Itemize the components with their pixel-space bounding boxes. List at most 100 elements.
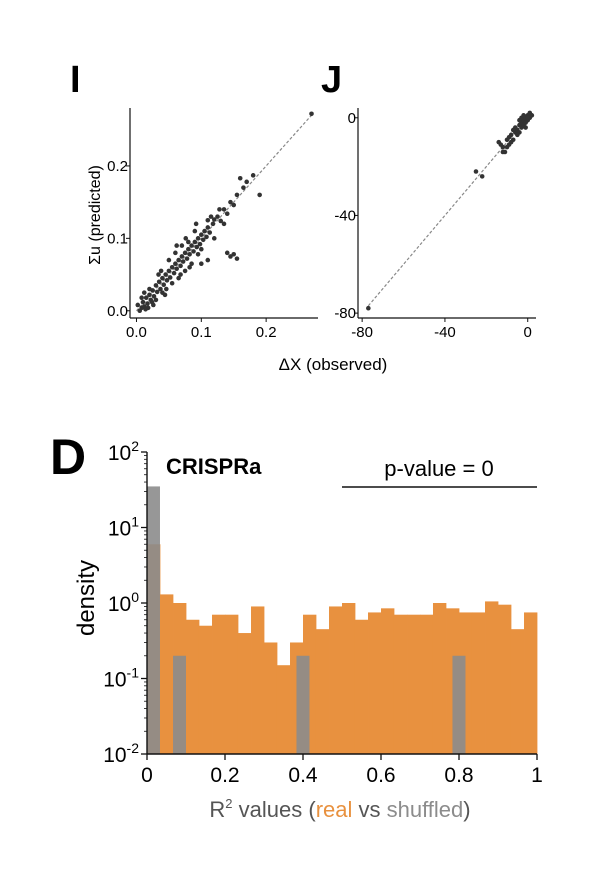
data-point bbox=[186, 239, 191, 245]
x-tick-label: 0.2 bbox=[256, 324, 277, 341]
data-point bbox=[192, 239, 198, 245]
data-point bbox=[221, 207, 227, 212]
histogram-bar-real bbox=[315, 629, 330, 754]
histogram-bar-real bbox=[381, 608, 395, 754]
data-point bbox=[154, 289, 160, 295]
data-point bbox=[205, 257, 211, 263]
histogram-bar-real bbox=[198, 625, 213, 754]
data-point bbox=[169, 265, 175, 270]
data-point bbox=[156, 279, 162, 285]
panel-d-histogram: 0 0.2 0.4 0.6 0.8 1 102 101 100 10-1 10-2 density bbox=[73, 438, 543, 787]
data-point bbox=[508, 139, 514, 145]
panel-i-label: I bbox=[70, 59, 81, 101]
panel-i-scatter: 0.0 0.1 0.20.00.10.2Σu (predicted) bbox=[87, 108, 318, 341]
data-point bbox=[163, 272, 168, 277]
data-point bbox=[153, 297, 159, 303]
data-point bbox=[529, 113, 535, 118]
data-point bbox=[189, 261, 194, 266]
data-point bbox=[169, 280, 175, 286]
x-tick-label: 0 bbox=[141, 764, 153, 787]
data-point bbox=[139, 295, 144, 301]
data-point bbox=[228, 254, 233, 259]
data-point bbox=[244, 179, 249, 185]
data-point bbox=[506, 135, 512, 140]
histogram-bar-real bbox=[498, 604, 512, 754]
histogram-bar-real bbox=[237, 633, 252, 754]
data-point bbox=[187, 265, 192, 270]
data-point bbox=[153, 283, 159, 288]
data-point bbox=[192, 228, 198, 234]
histogram-bar-shuffled bbox=[147, 486, 160, 754]
data-point bbox=[521, 113, 526, 118]
data-point bbox=[178, 263, 183, 269]
histogram-bar-real bbox=[354, 619, 369, 754]
histogram-bar-shuffled bbox=[173, 655, 186, 754]
data-point bbox=[197, 241, 203, 247]
data-point bbox=[187, 251, 192, 257]
data-point bbox=[184, 256, 190, 261]
panel-d-title: CRISPRa bbox=[166, 454, 262, 479]
data-point bbox=[228, 199, 233, 205]
y-tick-label: 0.0 bbox=[107, 303, 128, 320]
data-point bbox=[210, 221, 216, 227]
data-point bbox=[183, 236, 189, 241]
xlabel-real: real bbox=[316, 797, 353, 822]
data-point bbox=[202, 228, 207, 234]
data-point bbox=[193, 221, 199, 227]
data-point bbox=[195, 236, 201, 241]
data-point bbox=[241, 185, 246, 190]
histogram-bar-real bbox=[329, 606, 343, 754]
data-point bbox=[156, 272, 161, 277]
data-point bbox=[217, 207, 222, 212]
y-tick-label: 10-2 bbox=[103, 740, 139, 767]
data-point bbox=[166, 268, 172, 274]
data-point bbox=[158, 286, 163, 292]
x-tick-label: -40 bbox=[434, 324, 456, 341]
data-point bbox=[199, 246, 204, 252]
y-tick-label: 10-1 bbox=[103, 665, 139, 692]
x-tick-label: 0.0 bbox=[126, 324, 147, 341]
data-point bbox=[200, 237, 206, 243]
data-point bbox=[208, 214, 214, 219]
data-point bbox=[234, 256, 240, 261]
data-point bbox=[195, 251, 201, 257]
data-point bbox=[176, 275, 181, 281]
data-point bbox=[211, 236, 217, 241]
data-point bbox=[147, 286, 152, 292]
data-point bbox=[525, 115, 531, 121]
data-point bbox=[517, 117, 522, 123]
data-point bbox=[234, 192, 240, 198]
data-point bbox=[143, 295, 149, 301]
data-point bbox=[215, 214, 220, 219]
histogram-bar-real bbox=[471, 612, 486, 754]
panel-j-label: J bbox=[321, 59, 342, 101]
histogram-bar-real bbox=[225, 614, 239, 754]
data-point bbox=[257, 192, 262, 198]
data-point bbox=[151, 293, 157, 299]
data-point bbox=[517, 130, 522, 135]
histogram-bar-shuffled bbox=[296, 655, 310, 754]
data-point bbox=[171, 270, 177, 276]
data-point bbox=[231, 202, 237, 208]
xlabel-superscript: 2 bbox=[225, 796, 232, 811]
data-point bbox=[164, 278, 170, 283]
histogram-bar-real bbox=[342, 603, 356, 754]
histogram-bar-real bbox=[432, 603, 447, 754]
data-point bbox=[510, 127, 516, 133]
data-point bbox=[205, 225, 211, 230]
x-tick-label: 0.1 bbox=[191, 324, 212, 341]
data-point bbox=[140, 299, 146, 305]
data-point bbox=[473, 169, 479, 174]
data-point bbox=[173, 250, 178, 256]
data-point bbox=[224, 211, 230, 217]
data-point bbox=[205, 217, 211, 223]
x-tick-label: 0.4 bbox=[288, 764, 318, 787]
data-point bbox=[167, 275, 173, 280]
histogram-bar-real bbox=[524, 612, 538, 754]
data-point bbox=[178, 272, 183, 277]
data-point bbox=[143, 307, 148, 312]
histogram-bar-real bbox=[368, 612, 382, 754]
data-point bbox=[191, 249, 196, 254]
histogram-bar-real bbox=[264, 642, 278, 754]
